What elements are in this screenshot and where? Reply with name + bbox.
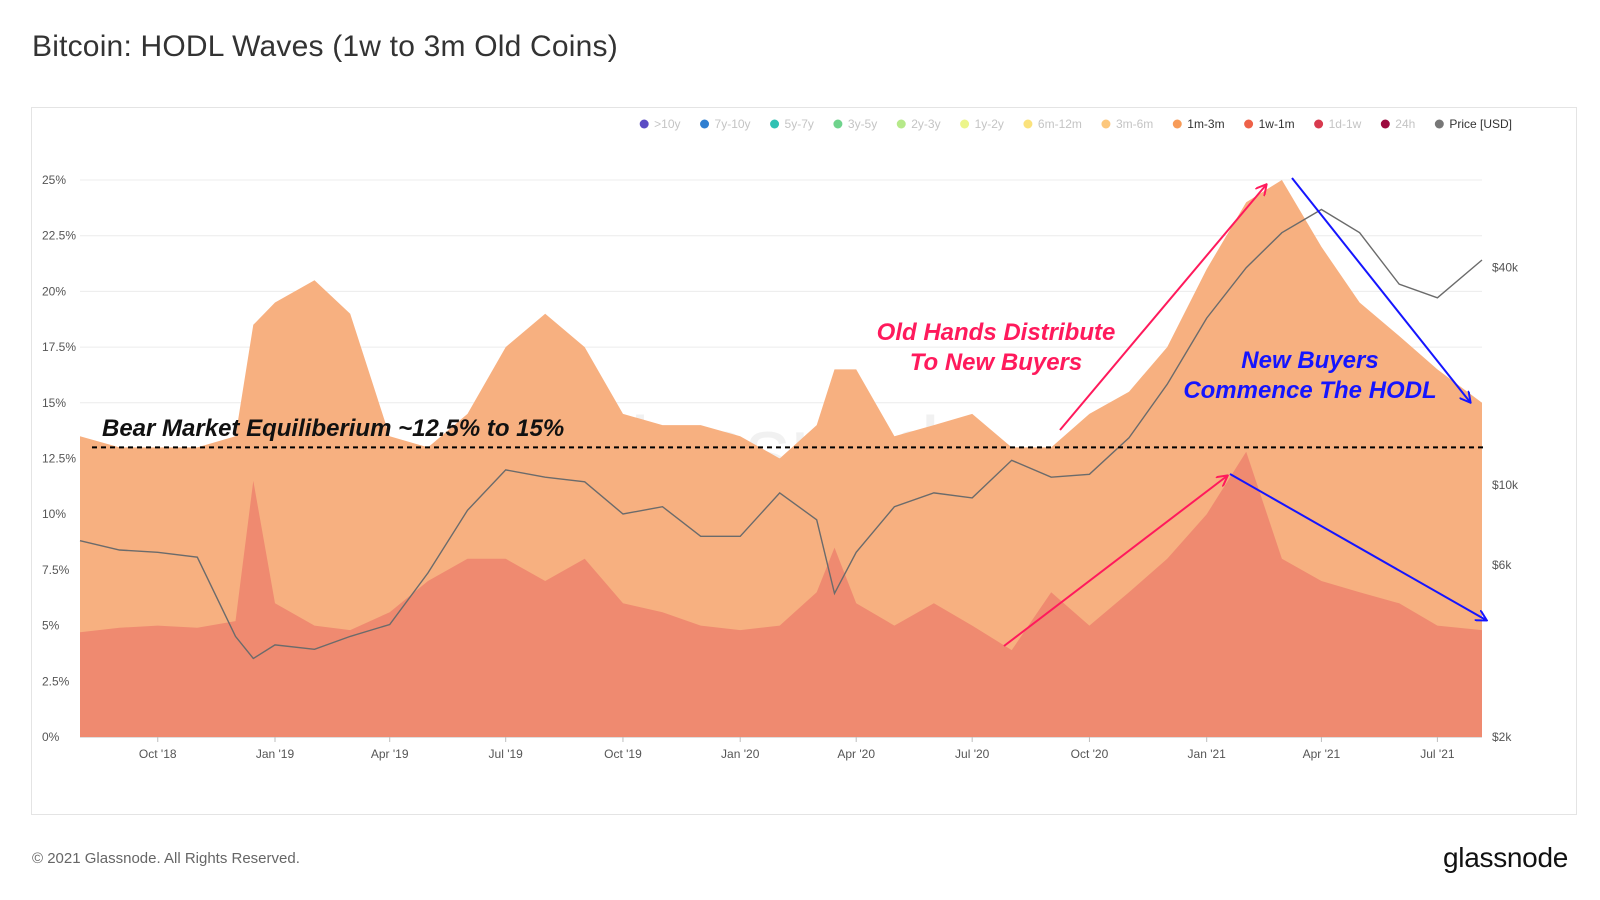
legend-item-5[interactable]: 1y-2y xyxy=(960,117,1004,131)
new-buyers-annotation-line1: New Buyers xyxy=(1241,347,1378,374)
legend-item-3[interactable]: 3y-5y xyxy=(833,117,877,131)
legend-dot-icon xyxy=(960,119,970,129)
legend-item-4[interactable]: 2y-3y xyxy=(896,117,941,131)
area-series xyxy=(80,180,1482,737)
legend-label: 1w-1m xyxy=(1259,117,1295,131)
y-tick-label: 2.5% xyxy=(42,674,70,688)
x-tick-label: Jan '20 xyxy=(721,747,760,761)
legend-item-7[interactable]: 3m-6m xyxy=(1101,117,1153,131)
x-tick-label: Jul '20 xyxy=(955,747,990,761)
glassnode-logo[interactable]: glassnode xyxy=(1443,842,1568,873)
legend-label: 2y-3y xyxy=(911,117,940,131)
y-axis: 0% 2.5% 5% 7.5% 10% 12.5% 15% 17.5% 20% 22.5% 25% xyxy=(42,173,76,744)
y-tick-label: 25% xyxy=(42,173,66,187)
legend-label: Price [USD] xyxy=(1449,117,1512,131)
x-tick-label: Oct '20 xyxy=(1071,747,1109,761)
legend-item-6[interactable]: 6m-12m xyxy=(1023,117,1082,131)
price-tick-label: $10k xyxy=(1492,478,1519,492)
new-buyers-annotation-line2: Commence The HODL xyxy=(1183,377,1436,404)
legend-item-0[interactable]: >10y xyxy=(639,117,681,131)
price-series xyxy=(79,208,1483,660)
x-tick-label: Apr '19 xyxy=(371,747,409,761)
y-tick-label: 10% xyxy=(42,507,66,521)
legend-label: >10y xyxy=(654,117,680,131)
blue-arrow-lower xyxy=(1229,473,1486,620)
legend-label: 1d-1w xyxy=(1329,117,1362,131)
price-tick-label: $6k xyxy=(1492,558,1512,572)
legend-dot-icon xyxy=(1023,119,1033,129)
blue-arrow-upper xyxy=(1291,177,1470,402)
legend-dot-icon xyxy=(1434,119,1444,129)
legend-item-12[interactable]: Price [USD] xyxy=(1434,117,1512,131)
legend-item-1[interactable]: 7y-10y xyxy=(700,117,751,131)
y-tick-label: 17.5% xyxy=(42,340,76,354)
legend-dot-icon xyxy=(770,119,780,129)
legend-label: 6m-12m xyxy=(1038,117,1082,131)
y-tick-label: 22.5% xyxy=(42,229,76,243)
legend-dot-icon xyxy=(833,119,843,129)
legend-item-8[interactable]: 1m-3m xyxy=(1172,117,1225,131)
y-tick-label: 5% xyxy=(42,619,60,633)
x-axis: Oct '18 Jan '19 Apr '19 Jul '19 Oct '19 Jan '… xyxy=(139,737,1455,761)
area-1w-1m xyxy=(80,451,1482,737)
red-arrow-upper xyxy=(1059,185,1266,431)
legend-label: 3m-6m xyxy=(1116,117,1153,131)
copyright-text: © 2021 Glassnode. All Rights Reserved. xyxy=(32,850,300,867)
y-tick-label: 12.5% xyxy=(42,452,76,466)
old-hands-annotation-line1: Old Hands Distribute xyxy=(877,319,1116,346)
legend-dot-icon xyxy=(1380,119,1390,129)
legend-dot-icon xyxy=(1244,119,1254,129)
price-axis: $2k $6k $10k $40k xyxy=(1492,261,1519,744)
y-tick-label: 15% xyxy=(42,396,66,410)
legend-dot-icon xyxy=(1101,119,1111,129)
x-tick-label: Apr '21 xyxy=(1303,747,1341,761)
legend-label: 5y-7y xyxy=(785,117,814,131)
legend[interactable]: >10y 7y-10y 5y-7y 3y-5y 2y-3y 1y-2y 6m-12m 3m-6… xyxy=(639,117,1512,131)
price-tick-label: $40k xyxy=(1492,261,1519,275)
x-tick-label: Oct '18 xyxy=(139,747,177,761)
price-line xyxy=(79,208,1483,660)
x-tick-label: Jan '21 xyxy=(1188,747,1227,761)
legend-item-11[interactable]: 24h xyxy=(1380,117,1416,131)
bear-market-annotation: Bear Market Equiliberium ~12.5% to 15% xyxy=(102,415,564,442)
legend-item-9[interactable]: 1w-1m xyxy=(1244,117,1295,131)
legend-label: 7y-10y xyxy=(715,117,751,131)
legend-dot-icon xyxy=(639,119,649,129)
legend-label: 24h xyxy=(1395,117,1415,131)
legend-item-10[interactable]: 1d-1w xyxy=(1314,117,1362,131)
red-arrow-lower xyxy=(1003,476,1227,647)
x-tick-label: Jul '21 xyxy=(1420,747,1455,761)
y-tick-label: 7.5% xyxy=(42,563,70,577)
y-tick-label: 20% xyxy=(42,284,66,298)
legend-label: 1y-2y xyxy=(975,117,1004,131)
y-tick-label: 0% xyxy=(42,730,60,744)
legend-dot-icon xyxy=(1314,119,1324,129)
price-tick-label: $2k xyxy=(1492,730,1512,744)
old-hands-annotation-line2: To New Buyers xyxy=(910,349,1083,376)
legend-dot-icon xyxy=(896,119,906,129)
legend-dot-icon xyxy=(700,119,710,129)
legend-label: 3y-5y xyxy=(848,117,877,131)
legend-label: 1m-3m xyxy=(1187,117,1224,131)
legend-dot-icon xyxy=(1172,119,1182,129)
x-tick-label: Jul '19 xyxy=(489,747,524,761)
x-tick-label: Jan '19 xyxy=(256,747,295,761)
legend-item-2[interactable]: 5y-7y xyxy=(770,117,814,131)
x-tick-label: Apr '20 xyxy=(837,747,875,761)
x-tick-label: Oct '19 xyxy=(604,747,642,761)
chart-title: Bitcoin: HODL Waves (1w to 3m Old Coins) xyxy=(32,30,618,63)
